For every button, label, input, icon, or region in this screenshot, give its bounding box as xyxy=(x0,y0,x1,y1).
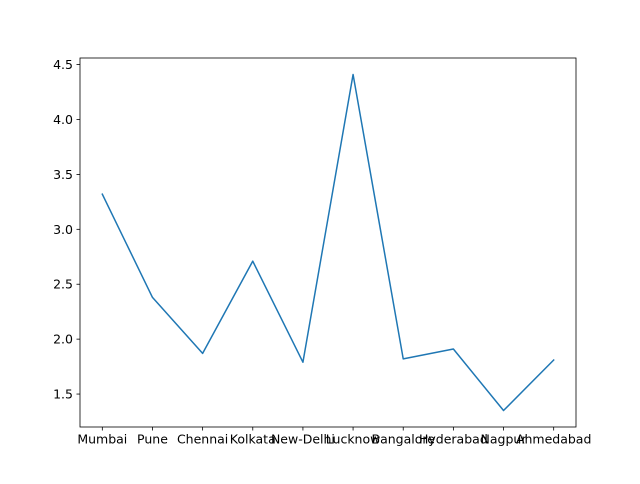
x-tick-label: Bangalore xyxy=(372,432,436,447)
x-tick-label: Hyderabad xyxy=(419,432,488,447)
x-tick-label: Chennai xyxy=(177,432,228,447)
x-tick-label: Kolkata xyxy=(230,432,276,447)
x-tick-label: Mumbai xyxy=(77,432,127,447)
y-tick-label: 4.5 xyxy=(53,57,73,72)
axes: 1.5 2.0 2.5 3.0 3.5 4.0 4.5 Mumbai Pune Chennai Ko… xyxy=(53,57,591,447)
y-tick-label: 2.0 xyxy=(53,332,73,347)
x-tick-label: Pune xyxy=(137,432,168,447)
x-tick-label: Lucknow xyxy=(326,432,381,447)
x-tick-label: New-Delhi xyxy=(271,432,335,447)
x-tick-label: Nagpur xyxy=(481,432,528,447)
x-tick-label: Ahmedabad xyxy=(516,432,591,447)
y-tick-label: 1.5 xyxy=(53,387,73,402)
y-tick-label: 2.5 xyxy=(53,277,73,292)
series-line-0 xyxy=(101,73,555,412)
y-tick-label: 4.0 xyxy=(53,112,73,127)
axes-frame xyxy=(79,57,577,428)
y-tick-label: 3.0 xyxy=(53,222,73,237)
y-tick-label: 3.5 xyxy=(53,167,73,182)
plot-area xyxy=(101,73,555,412)
